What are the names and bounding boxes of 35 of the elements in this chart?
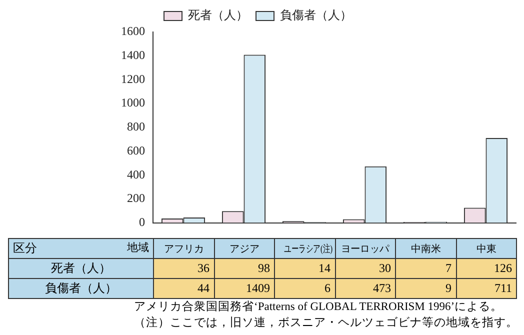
x-tick-label: ユーラシア(注) — [284, 242, 333, 256]
data-label: 36 — [154, 258, 214, 278]
text: （注）ここでは，旧ソ連，ボスニア・ヘルツェゴビナ等の地域を指す。 — [134, 315, 518, 331]
data-label: 126 — [456, 258, 516, 278]
data-label: 98 — [214, 258, 274, 278]
x-tick-label: アフリカ — [164, 243, 204, 256]
text: 地域 — [127, 241, 149, 255]
x-tick-label: 中南米 — [410, 242, 441, 256]
legend-label: 死者（人） — [188, 8, 248, 22]
data-label: 9 — [396, 278, 456, 298]
y-tick-label: 1400 — [121, 48, 145, 62]
text: 死者（人） — [51, 261, 111, 275]
y-tick-label: 0 — [139, 214, 145, 229]
data-label: 14 — [274, 258, 335, 278]
data-label: 1409 — [214, 278, 274, 298]
data-label: 711 — [456, 278, 516, 298]
text: 区分 — [13, 240, 37, 257]
data-label: 44 — [154, 278, 214, 298]
y-tick-label: 1600 — [121, 24, 145, 38]
x-tick-label: アジア — [229, 243, 260, 256]
legend-label: 負傷者（人） — [280, 8, 352, 22]
data-label: 6 — [274, 278, 335, 298]
x-tick-label: 中東 — [476, 242, 496, 256]
y-tick-label: 400 — [127, 167, 145, 182]
text: アメリカ合衆国国務省‘Patterns of GLOBAL TERRORISM 1996’による。 — [134, 300, 504, 315]
y-tick-label: 600 — [127, 143, 145, 158]
y-tick-label: 800 — [127, 120, 145, 134]
x-tick-label: ヨーロッパ — [341, 243, 390, 256]
data-label: 473 — [335, 278, 396, 298]
data-label: 7 — [396, 258, 456, 278]
y-tick-label: 1200 — [121, 72, 145, 86]
y-tick-label: 1000 — [121, 96, 145, 110]
y-tick-label: 200 — [127, 191, 145, 206]
data-label: 30 — [335, 258, 396, 278]
text: 負傷者（人） — [45, 281, 117, 295]
